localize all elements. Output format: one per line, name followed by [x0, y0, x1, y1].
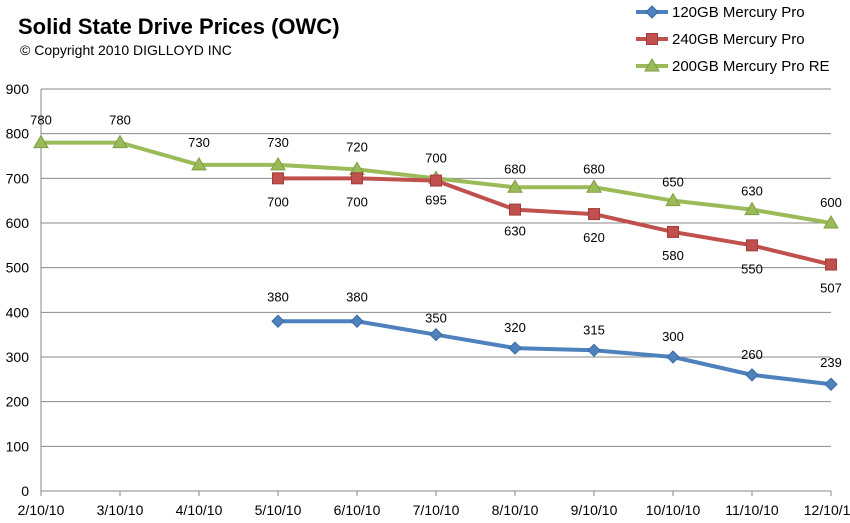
y-tick-label: 700 [6, 170, 30, 186]
x-tick-label: 6/10/10 [334, 502, 381, 518]
data-label-200gb-mercury-pro-re: 630 [741, 184, 763, 199]
x-tick-label: 11/10/10 [725, 502, 779, 518]
series-line-120gb-mercury-pro [278, 319, 832, 387]
x-tick-label: 10/10/10 [646, 502, 701, 518]
data-label-200gb-mercury-pro-re: 730 [188, 135, 210, 150]
data-label-200gb-mercury-pro-re: 780 [109, 113, 131, 128]
data-point-200gb-mercury-pro-re [586, 179, 602, 193]
data-point-200gb-mercury-pro-re [823, 215, 839, 229]
data-label-240gb-mercury-pro: 507 [820, 281, 842, 296]
x-axis-ticks: 2/10/10 3/10/10 4/10/10 5/10/10 6/10/10 7/10/… [18, 491, 850, 518]
axes [40, 89, 831, 492]
data-point-200gb-mercury-pro-re [191, 156, 207, 171]
y-tick-label: 400 [6, 304, 30, 320]
data-label-240gb-mercury-pro: 695 [425, 193, 447, 208]
data-label-240gb-mercury-pro: 550 [741, 261, 763, 276]
chart-title: Solid State Drive Prices (OWC) [18, 14, 340, 39]
data-point-120gb-mercury-pro [824, 377, 838, 391]
legend-marker-200gb-mercury-pro-re [644, 58, 660, 72]
data-point-200gb-mercury-pro-re [33, 134, 49, 149]
y-tick-label: 0 [21, 483, 29, 499]
y-tick-label: 100 [6, 438, 30, 454]
data-label-240gb-mercury-pro: 700 [346, 194, 368, 209]
data-label-200gb-mercury-pro-re: 680 [583, 161, 605, 176]
data-point-120gb-mercury-pro [508, 341, 522, 355]
data-point-120gb-mercury-pro [350, 314, 364, 328]
data-point-240gb-mercury-pro [509, 203, 521, 216]
x-tick-label: 9/10/10 [571, 502, 618, 518]
legend-marker-240gb-mercury-pro [646, 33, 658, 45]
data-point-120gb-mercury-pro [745, 368, 759, 382]
x-tick-label: 2/10/10 [18, 502, 65, 518]
y-tick-label: 600 [6, 215, 30, 231]
data-point-240gb-mercury-pro [825, 258, 837, 271]
data-label-120gb-mercury-pro: 260 [741, 347, 763, 362]
gridlines [41, 88, 831, 447]
data-point-120gb-mercury-pro [587, 343, 601, 358]
data-label-200gb-mercury-pro-re: 720 [346, 139, 368, 154]
data-labels: 380 380 350 320 315 300 260 239 700 700 695 630 620 5… [30, 113, 842, 371]
y-tick-label: 500 [6, 260, 30, 276]
data-point-200gb-mercury-pro-re [665, 192, 681, 207]
data-label-120gb-mercury-pro: 350 [425, 311, 447, 326]
data-label-120gb-mercury-pro: 239 [820, 355, 842, 370]
data-point-240gb-mercury-pro [351, 172, 363, 185]
data-point-240gb-mercury-pro [272, 172, 284, 185]
data-point-120gb-mercury-pro [271, 314, 285, 328]
data-label-240gb-mercury-pro: 700 [267, 194, 289, 209]
x-tick-label: 12/10/10 [804, 502, 850, 518]
data-point-200gb-mercury-pro-re [507, 179, 523, 193]
data-label-240gb-mercury-pro: 620 [583, 230, 605, 245]
legend-marker-120gb-mercury-pro [645, 5, 659, 19]
data-label-120gb-mercury-pro: 380 [346, 289, 368, 304]
x-tick-label: 8/10/10 [492, 502, 539, 518]
x-tick-label: 4/10/10 [176, 502, 223, 518]
data-label-200gb-mercury-pro-re: 780 [30, 113, 52, 128]
y-tick-label: 200 [6, 394, 30, 410]
y-tick-label: 800 [6, 126, 30, 142]
data-point-120gb-mercury-pro [429, 327, 443, 342]
data-point-240gb-mercury-pro [588, 208, 600, 221]
data-point-200gb-mercury-pro-re [744, 201, 760, 216]
data-label-200gb-mercury-pro-re: 650 [662, 175, 684, 190]
y-tick-label: 300 [6, 349, 30, 365]
legend-label-120gb-mercury-pro: 120GB Mercury Pro [672, 4, 805, 21]
legend-label-240gb-mercury-pro: 240GB Mercury Pro [672, 31, 805, 48]
x-tick-label: 3/10/10 [97, 502, 144, 518]
legend-label-200gb-mercury-pro-re: 200GB Mercury Pro RE [672, 58, 830, 75]
data-point-200gb-mercury-pro-re [270, 156, 286, 171]
data-label-200gb-mercury-pro-re: 680 [504, 161, 526, 176]
x-tick-label: 7/10/10 [413, 502, 460, 518]
data-point-200gb-mercury-pro-re [112, 134, 128, 149]
data-label-200gb-mercury-pro-re: 700 [425, 150, 447, 165]
data-label-240gb-mercury-pro: 580 [662, 248, 684, 263]
y-tick-label: 900 [6, 81, 30, 97]
legend: 120GB Mercury Pro 240GB Mercury Pro 200GB … [636, 4, 830, 75]
y-axis-ticks: 0 100 200 300 400 500 600 700 800 900 [6, 81, 30, 499]
series-group [33, 134, 839, 391]
data-label-120gb-mercury-pro: 300 [662, 329, 684, 344]
data-point-240gb-mercury-pro [430, 174, 442, 187]
data-point-240gb-mercury-pro [667, 225, 679, 238]
data-label-240gb-mercury-pro: 630 [504, 224, 526, 239]
x-tick-label: 5/10/10 [255, 502, 302, 518]
data-label-200gb-mercury-pro-re: 600 [820, 195, 842, 210]
series-line-240gb-mercury-pro [278, 176, 832, 267]
data-point-240gb-mercury-pro [746, 239, 758, 252]
data-label-200gb-mercury-pro-re: 730 [267, 135, 289, 150]
data-label-120gb-mercury-pro: 315 [583, 322, 605, 337]
data-label-120gb-mercury-pro: 320 [504, 320, 526, 335]
data-point-120gb-mercury-pro [666, 350, 680, 364]
data-label-120gb-mercury-pro: 380 [267, 289, 289, 304]
chart-subtitle: © Copyright 2010 DIGLLOYD INC [20, 42, 232, 58]
